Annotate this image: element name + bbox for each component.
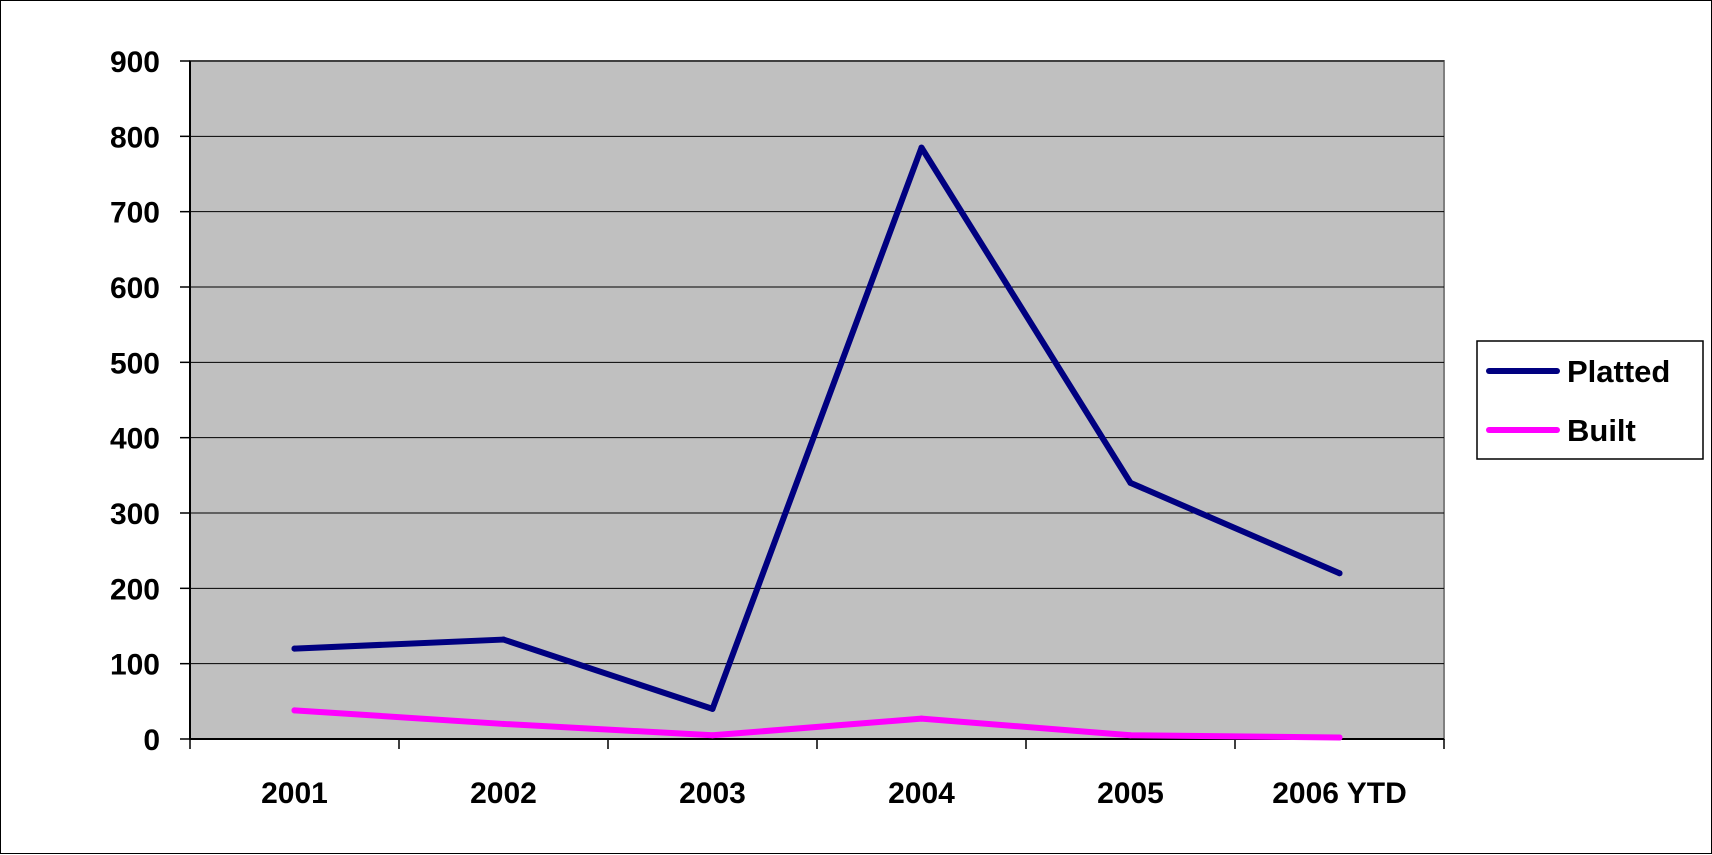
x-tick-label-3: 2004 — [888, 777, 955, 810]
data-point-built-5 — [1336, 734, 1343, 741]
y-tick-label-900: 900 — [110, 46, 160, 79]
data-point-built-0 — [291, 707, 298, 714]
y-tick-label-700: 700 — [110, 197, 160, 230]
data-point-built-2 — [709, 732, 716, 739]
legend-label-platted: Platted — [1567, 354, 1670, 389]
data-point-built-4 — [1127, 732, 1134, 739]
y-tick-label-400: 400 — [110, 423, 160, 456]
data-point-platted-1 — [500, 636, 507, 643]
data-point-built-1 — [500, 720, 507, 727]
y-tick-label-0: 0 — [143, 724, 160, 757]
series-line-platted — [291, 144, 1343, 712]
legend: Platted Built — [1476, 340, 1704, 460]
y-tick-label-100: 100 — [110, 649, 160, 682]
data-point-platted-3 — [918, 144, 925, 151]
legend-box — [1476, 340, 1704, 460]
data-point-platted-2 — [709, 705, 716, 712]
y-tick-label-300: 300 — [110, 498, 160, 531]
x-tick-label-0: 2001 — [261, 777, 328, 810]
data-point-platted-4 — [1127, 479, 1134, 486]
y-tick-label-600: 600 — [110, 272, 160, 305]
x-axis-ticks: 2001 2002 2003 2004 2005 2006 YTD — [189, 739, 1445, 810]
data-point-built-3 — [918, 715, 925, 722]
data-point-platted-5 — [1336, 570, 1343, 577]
legend-label-built: Built — [1567, 413, 1636, 448]
y-tick-label-200: 200 — [110, 573, 160, 606]
series-line-built — [291, 707, 1343, 741]
y-axis-ticks: 0 100 200 300 400 500 600 700 800 900 — [110, 46, 190, 757]
y-tick-label-800: 800 — [110, 121, 160, 154]
y-tick-label-500: 500 — [110, 347, 160, 380]
x-tick-label-1: 2002 — [470, 777, 537, 810]
x-tick-label-2: 2003 — [679, 777, 746, 810]
plot-area — [189, 60, 1445, 740]
gridlines — [190, 60, 1444, 665]
x-tick-label-4: 2005 — [1097, 777, 1164, 810]
x-tick-label-5: 2006 YTD — [1272, 777, 1407, 810]
series — [291, 144, 1343, 741]
data-point-platted-0 — [291, 645, 298, 652]
